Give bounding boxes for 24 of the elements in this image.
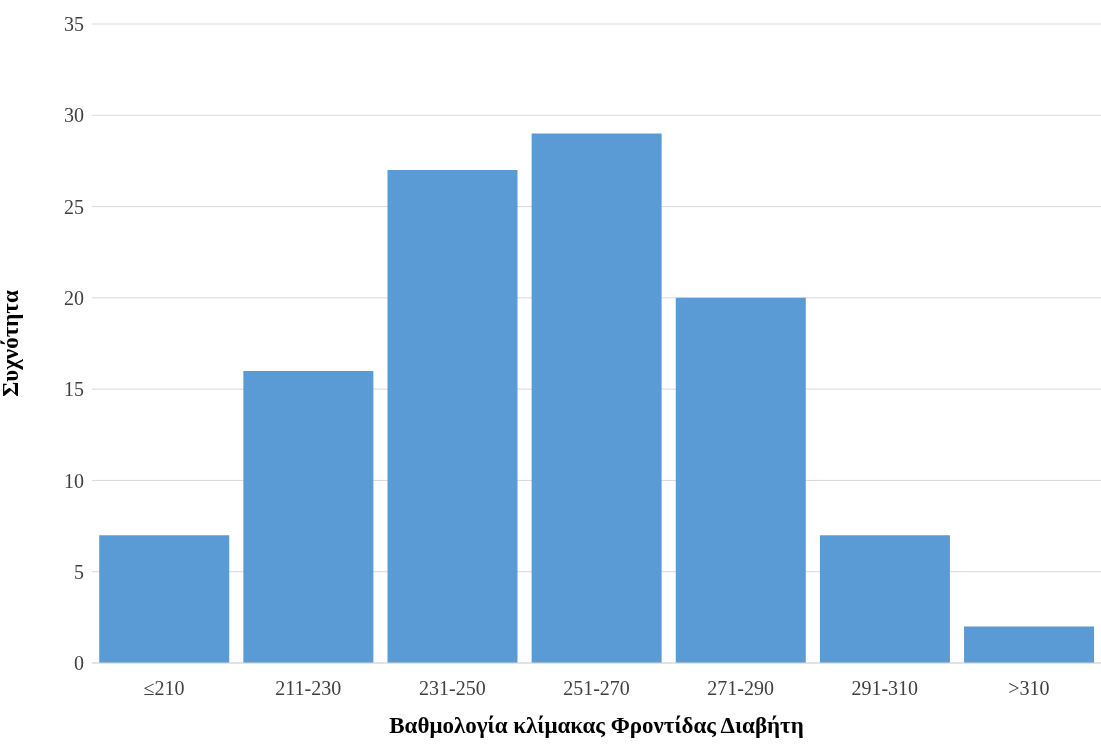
- x-tick-label: >310: [1008, 677, 1050, 700]
- x-axis-title: Βαθμολογία κλίμακας Φροντίδας Διαβήτη: [389, 713, 804, 738]
- bar: [99, 535, 230, 663]
- y-tick-label: 35: [64, 13, 84, 36]
- y-tick-label: 0: [74, 652, 84, 675]
- x-tick-label: 291-310: [851, 677, 919, 700]
- y-tick-label: 10: [64, 469, 84, 492]
- bar: [964, 626, 1095, 663]
- x-tick-label: 211-230: [275, 677, 342, 700]
- bar: [387, 170, 518, 663]
- bar: [675, 297, 806, 663]
- bar: [819, 535, 950, 663]
- x-tick-label: 251-270: [563, 677, 630, 700]
- bar: [243, 370, 374, 663]
- y-tick-label: 20: [64, 286, 84, 309]
- x-tick-label: 271-290: [707, 677, 774, 700]
- x-tick-label: 231-250: [419, 677, 486, 700]
- y-tick-label: 25: [64, 195, 84, 218]
- y-tick-label: 5: [74, 560, 84, 583]
- y-tick-label: 15: [64, 378, 84, 401]
- y-tick-label: 30: [64, 104, 84, 127]
- x-tick-label: ≤210: [143, 677, 185, 700]
- bar: [531, 133, 662, 663]
- y-axis-title: Συχνότητα: [0, 290, 24, 397]
